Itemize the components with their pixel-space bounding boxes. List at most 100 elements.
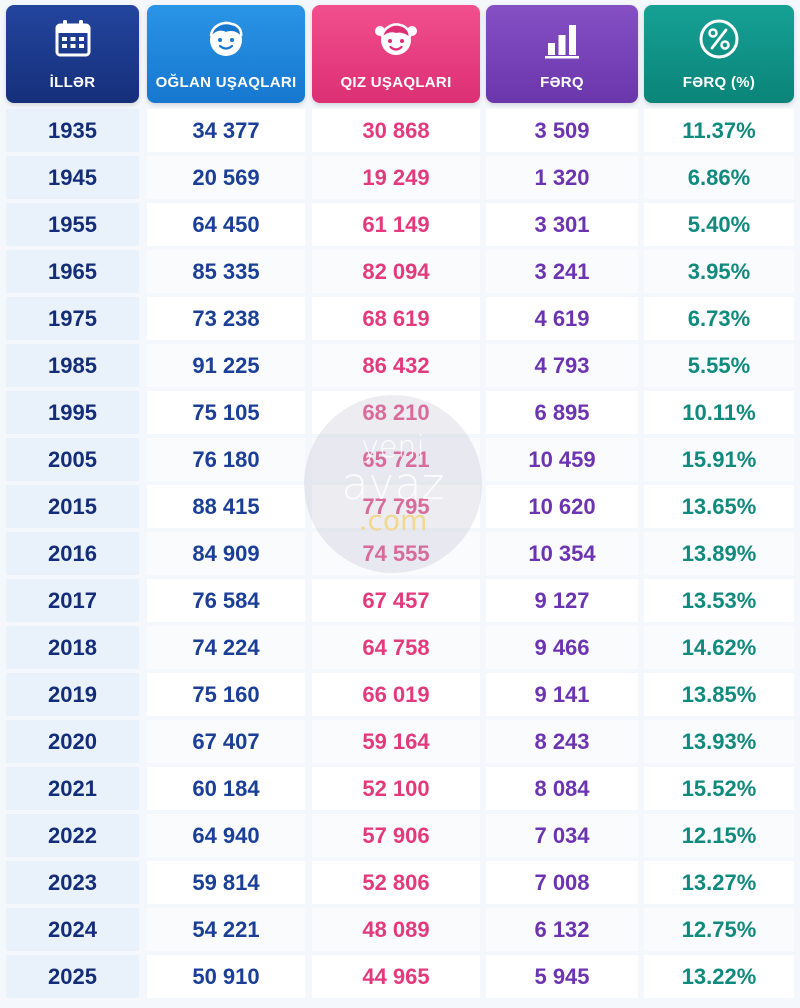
cell-year: 2021 — [6, 767, 139, 810]
cell-year: 1995 — [6, 391, 139, 434]
boy-face-icon — [209, 21, 243, 56]
cell-difference: 7 034 — [486, 814, 638, 857]
cell-girls: 52 100 — [312, 767, 480, 810]
cell-year: 2025 — [6, 955, 139, 998]
cell-boys: 91 225 — [147, 344, 305, 387]
table-body: 1935 34 377 30 868 3 509 11.37% 1945 20 569 19 … — [6, 107, 794, 1000]
cell-boys: 50 910 — [147, 955, 305, 998]
header-difference: FƏRQ — [486, 5, 638, 103]
table-row: 1945 20 569 19 249 1 320 6.86% — [6, 154, 794, 201]
cell-difference: 6 132 — [486, 908, 638, 951]
table-row: 1985 91 225 86 432 4 793 5.55% — [6, 342, 794, 389]
header-difference-percent: FƏRQ (%) — [644, 5, 794, 103]
cell-difference: 9 127 — [486, 579, 638, 622]
table-row: 2005 76 180 65 721 10 459 15.91% — [6, 436, 794, 483]
calendar-icon — [55, 20, 90, 57]
cell-difference-percent: 15.52% — [644, 767, 794, 810]
cell-difference: 9 466 — [486, 626, 638, 669]
cell-difference: 3 241 — [486, 250, 638, 293]
table-row: 2016 84 909 74 555 10 354 13.89% — [6, 530, 794, 577]
bar-chart-icon — [545, 25, 579, 59]
cell-difference: 1 320 — [486, 156, 638, 199]
cell-girls: 64 758 — [312, 626, 480, 669]
cell-difference: 9 141 — [486, 673, 638, 716]
cell-difference-percent: 12.75% — [644, 908, 794, 951]
cell-girls: 74 555 — [312, 532, 480, 575]
cell-boys: 59 814 — [147, 861, 305, 904]
table-row: 2022 64 940 57 906 7 034 12.15% — [6, 812, 794, 859]
table-row: 2019 75 160 66 019 9 141 13.85% — [6, 671, 794, 718]
cell-girls: 52 806 — [312, 861, 480, 904]
cell-boys: 34 377 — [147, 109, 305, 152]
cell-boys: 75 160 — [147, 673, 305, 716]
cell-difference-percent: 10.11% — [644, 391, 794, 434]
cell-difference: 6 895 — [486, 391, 638, 434]
cell-difference-percent: 14.62% — [644, 626, 794, 669]
cell-year: 2018 — [6, 626, 139, 669]
cell-boys: 67 407 — [147, 720, 305, 763]
table-row: 2024 54 221 48 089 6 132 12.75% — [6, 906, 794, 953]
cell-girls: 57 906 — [312, 814, 480, 857]
table-row: 2025 50 910 44 965 5 945 13.22% — [6, 953, 794, 1000]
cell-year: 2016 — [6, 532, 139, 575]
cell-difference-percent: 13.85% — [644, 673, 794, 716]
header-difference-percent-label: FƏRQ (%) — [682, 74, 756, 91]
header-difference-label: FƏRQ — [540, 74, 584, 91]
cell-girls: 65 721 — [312, 438, 480, 481]
cell-difference: 10 620 — [486, 485, 638, 528]
cell-boys: 74 224 — [147, 626, 305, 669]
cell-year: 2020 — [6, 720, 139, 763]
table-row: 2021 60 184 52 100 8 084 15.52% — [6, 765, 794, 812]
cell-girls: 19 249 — [312, 156, 480, 199]
cell-boys: 20 569 — [147, 156, 305, 199]
cell-difference-percent: 13.65% — [644, 485, 794, 528]
cell-year: 2022 — [6, 814, 139, 857]
cell-girls: 48 089 — [312, 908, 480, 951]
cell-difference-percent: 5.40% — [644, 203, 794, 246]
cell-difference-percent: 6.86% — [644, 156, 794, 199]
table-row: 1975 73 238 68 619 4 619 6.73% — [6, 295, 794, 342]
table-row: 2015 88 415 77 795 10 620 13.65% — [6, 483, 794, 530]
header-girls-label: QIZ UŞAQLARI — [340, 74, 452, 91]
cell-difference: 3 301 — [486, 203, 638, 246]
cell-difference: 7 008 — [486, 861, 638, 904]
cell-difference: 4 619 — [486, 297, 638, 340]
cell-year: 1985 — [6, 344, 139, 387]
cell-year: 1955 — [6, 203, 139, 246]
cell-year: 2017 — [6, 579, 139, 622]
header-boys-label: OĞLAN UŞAQLARI — [155, 74, 297, 91]
cell-girls: 30 868 — [312, 109, 480, 152]
cell-year: 2015 — [6, 485, 139, 528]
cell-difference: 8 084 — [486, 767, 638, 810]
cell-year: 2019 — [6, 673, 139, 716]
girl-face-icon — [375, 23, 417, 55]
cell-difference: 8 243 — [486, 720, 638, 763]
cell-girls: 66 019 — [312, 673, 480, 716]
header-years: İLLƏR — [6, 5, 139, 103]
cell-girls: 77 795 — [312, 485, 480, 528]
table-row: 2020 67 407 59 164 8 243 13.93% — [6, 718, 794, 765]
cell-difference-percent: 15.91% — [644, 438, 794, 481]
table-row: 2018 74 224 64 758 9 466 14.62% — [6, 624, 794, 671]
cell-difference: 10 354 — [486, 532, 638, 575]
cell-year: 1975 — [6, 297, 139, 340]
cell-boys: 64 450 — [147, 203, 305, 246]
cell-difference-percent: 13.22% — [644, 955, 794, 998]
cell-difference-percent: 3.95% — [644, 250, 794, 293]
table-row: 2023 59 814 52 806 7 008 13.27% — [6, 859, 794, 906]
cell-girls: 68 210 — [312, 391, 480, 434]
cell-girls: 67 457 — [312, 579, 480, 622]
cell-difference: 4 793 — [486, 344, 638, 387]
cell-year: 1935 — [6, 109, 139, 152]
cell-year: 1965 — [6, 250, 139, 293]
table-row: 1965 85 335 82 094 3 241 3.95% — [6, 248, 794, 295]
cell-boys: 73 238 — [147, 297, 305, 340]
table-row: 1955 64 450 61 149 3 301 5.40% — [6, 201, 794, 248]
cell-year: 2005 — [6, 438, 139, 481]
cell-boys: 75 105 — [147, 391, 305, 434]
cell-difference-percent: 13.53% — [644, 579, 794, 622]
table-row: 1935 34 377 30 868 3 509 11.37% — [6, 107, 794, 154]
cell-difference-percent: 13.27% — [644, 861, 794, 904]
cell-boys: 84 909 — [147, 532, 305, 575]
cell-difference-percent: 13.93% — [644, 720, 794, 763]
